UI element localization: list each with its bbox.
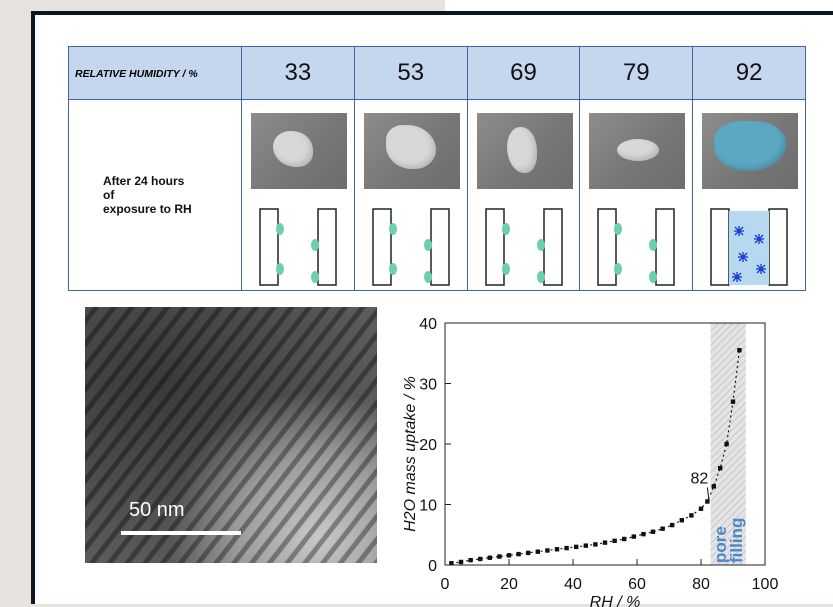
data-point bbox=[718, 466, 723, 471]
data-point bbox=[516, 551, 521, 557]
x-tick-label: 100 bbox=[752, 576, 779, 593]
data-point bbox=[583, 543, 588, 548]
data-point bbox=[593, 542, 598, 547]
y-tick-label: 10 bbox=[419, 498, 437, 515]
uptake-series-line bbox=[451, 350, 740, 564]
x-tick-label: 80 bbox=[692, 576, 710, 593]
data-point bbox=[487, 555, 492, 560]
x-tick-label: 40 bbox=[564, 576, 582, 593]
sample-cell-53 bbox=[353, 99, 468, 291]
y-tick-label: 30 bbox=[419, 377, 437, 394]
data-point bbox=[554, 547, 560, 552]
rh-value-92: 92 bbox=[692, 46, 806, 100]
filling-label: filling bbox=[727, 518, 746, 563]
data-point bbox=[449, 560, 454, 566]
data-point bbox=[711, 484, 716, 489]
data-point bbox=[478, 556, 483, 562]
data-point bbox=[506, 553, 512, 558]
data-point bbox=[660, 526, 665, 531]
data-point bbox=[724, 441, 729, 447]
annotation-82: 82 bbox=[691, 470, 709, 487]
row-label-cell: After 24 hours of exposure to RH bbox=[68, 99, 242, 291]
data-point bbox=[468, 557, 473, 563]
humidity-table: RELATIVE HUMIDITY / % 33 53 69 79 92 Aft… bbox=[68, 46, 806, 291]
uptake-chart: 0 20 40 60 80 100 0 10 20 30 40 RH / % H2O mass upta… bbox=[402, 316, 779, 607]
data-point bbox=[641, 531, 646, 537]
pore-filled-diagram bbox=[710, 208, 788, 286]
pore-diagram bbox=[597, 208, 676, 286]
data-point bbox=[698, 506, 704, 511]
header-label: RELATIVE HUMIDITY / % bbox=[75, 68, 198, 80]
sample-photo bbox=[363, 113, 460, 189]
data-point bbox=[631, 534, 636, 539]
data-point bbox=[574, 544, 579, 550]
rh-value-69: 69 bbox=[466, 46, 581, 100]
rh-value-53: 53 bbox=[353, 46, 468, 100]
scale-bar-label: 50 nm bbox=[129, 499, 185, 521]
sample-photo bbox=[589, 113, 686, 189]
tem-micrograph: 50 nm bbox=[85, 307, 377, 563]
data-point bbox=[737, 348, 742, 353]
sample-cell-33 bbox=[241, 99, 355, 291]
data-point bbox=[622, 536, 627, 542]
sample-photo bbox=[251, 113, 347, 189]
y-tick-label: 0 bbox=[428, 558, 437, 575]
data-point bbox=[650, 529, 656, 534]
row-label: After 24 hours of exposure to RH bbox=[103, 174, 192, 216]
sample-cell-92 bbox=[692, 99, 806, 291]
x-tick-label: 20 bbox=[500, 576, 518, 593]
data-point bbox=[458, 559, 464, 565]
y-tick-label: 40 bbox=[419, 316, 437, 333]
y-tick-label: 20 bbox=[419, 437, 437, 454]
data-point bbox=[705, 499, 710, 504]
data-point bbox=[689, 513, 694, 518]
sample-cell-79 bbox=[579, 99, 694, 291]
rh-value-33: 33 bbox=[241, 46, 355, 100]
x-tick-label: 60 bbox=[628, 576, 646, 593]
x-axis-title: RH / % bbox=[590, 594, 641, 607]
sample-photo-wet bbox=[702, 113, 799, 189]
data-point bbox=[679, 518, 684, 523]
data-point bbox=[545, 548, 550, 553]
data-point bbox=[670, 522, 675, 528]
data-point bbox=[612, 538, 617, 543]
data-point bbox=[602, 540, 608, 545]
data-point bbox=[497, 554, 502, 559]
x-tick-label: 0 bbox=[441, 576, 450, 593]
pore-label: pore bbox=[711, 526, 730, 563]
pore-diagram bbox=[484, 208, 563, 286]
data-point bbox=[526, 550, 531, 556]
data-point bbox=[564, 545, 569, 551]
sample-cell-69 bbox=[466, 99, 581, 291]
rh-value-79: 79 bbox=[579, 46, 694, 100]
data-point bbox=[535, 549, 540, 554]
sample-photo bbox=[476, 113, 573, 189]
pore-diagram bbox=[259, 208, 337, 286]
header-cell: RELATIVE HUMIDITY / % bbox=[68, 46, 242, 100]
scale-bar bbox=[121, 531, 241, 535]
pore-diagram bbox=[372, 208, 450, 286]
annotation-82-leader bbox=[706, 487, 710, 502]
slide: RELATIVE HUMIDITY / % 33 53 69 79 92 Aft… bbox=[31, 11, 833, 607]
data-point bbox=[730, 399, 736, 404]
y-axis-title: H2O mass uptake / % bbox=[402, 376, 419, 532]
